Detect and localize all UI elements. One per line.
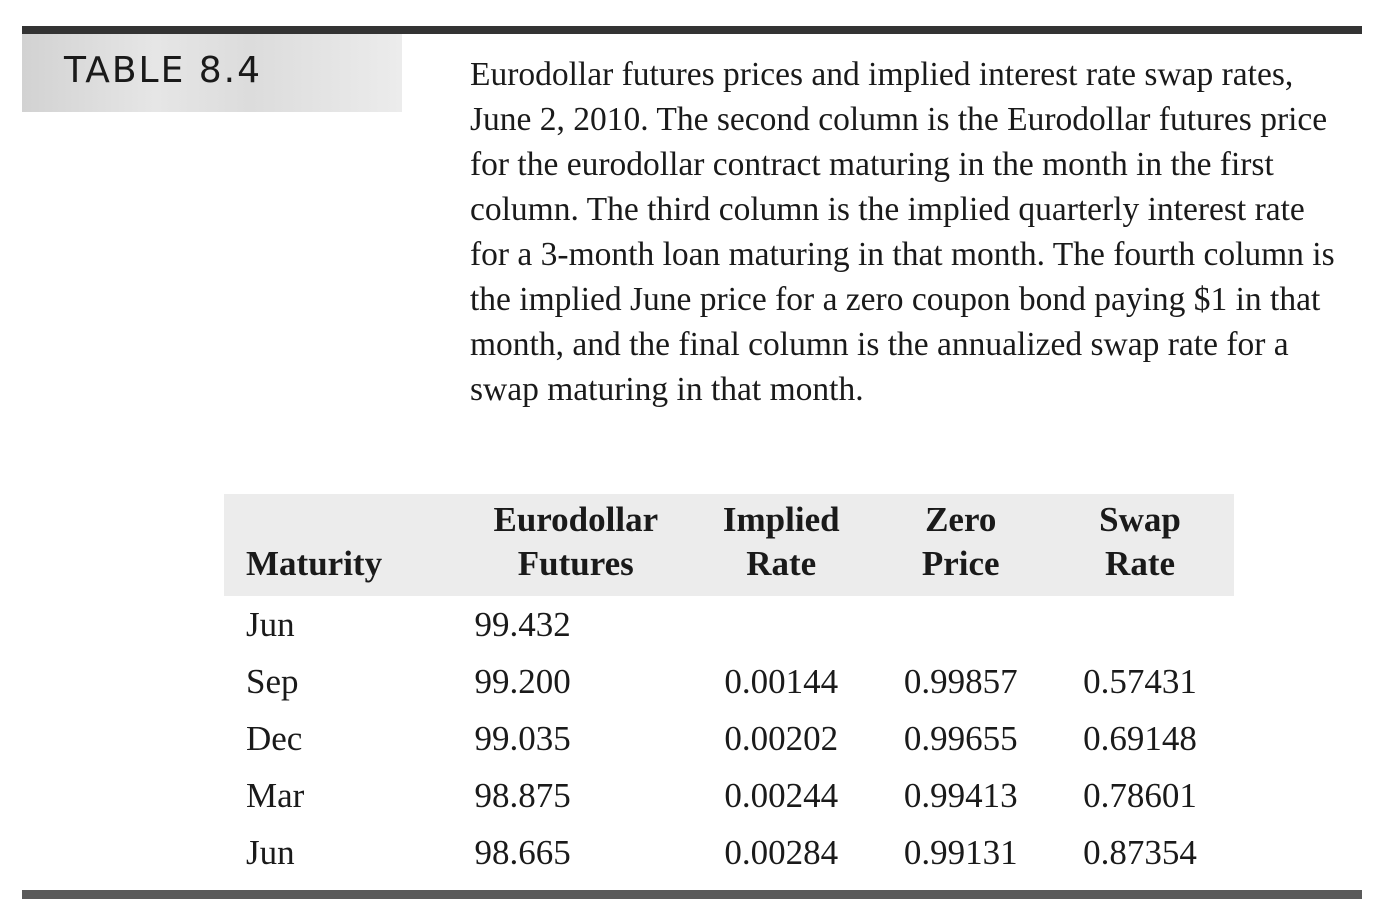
cell-zero-price: 0.99413 [903,776,1018,815]
cell-implied-rate: 0.00202 [724,719,839,758]
bottom-rule [22,890,1362,899]
header-swap-rate: Swap Rate [1099,500,1181,583]
cell-maturity: Jun [246,833,295,872]
cell-swap-rate: 0.57431 [1083,662,1197,701]
cell-futures: 98.665 [474,833,571,872]
cell-zero-price [875,596,1046,653]
cell-maturity: Dec [246,719,303,758]
table-row: Jun 99.432 [224,596,1234,653]
cell-maturity: Mar [246,776,305,815]
table-row: Mar 98.875 0.00244 0.99413 0.78601 [224,767,1234,824]
cell-futures: 99.200 [474,662,571,701]
cell-zero-price: 0.99131 [903,833,1018,872]
cell-zero-price: 0.99655 [903,719,1018,758]
header-maturity: Maturity [246,544,383,583]
header-eurodollar-futures: Eurodollar Futures [493,500,659,583]
cell-swap-rate: 0.69148 [1083,719,1197,758]
header-implied-rate: Implied Rate [722,500,840,583]
cell-futures: 99.432 [474,605,571,644]
header-row: Maturity Eurodollar Futures Implied Rate Z… [224,494,1234,596]
table-row: Jun 98.665 0.00284 0.99131 0.87354 [224,824,1234,881]
table-row: Sep 99.200 0.00144 0.99857 0.57431 [224,653,1234,710]
table-label-box [22,34,402,112]
cell-implied-rate: 0.00244 [724,776,839,815]
cell-zero-price: 0.99857 [903,662,1018,701]
cell-maturity: Sep [246,662,299,701]
table-row: Dec 99.035 0.00202 0.99655 0.69148 [224,710,1234,767]
cell-maturity: Jun [246,605,295,644]
cell-swap-rate: 0.78601 [1083,776,1197,815]
table-caption: Eurodollar futures prices and implied in… [470,56,1335,408]
data-table-wrapper: Maturity Eurodollar Futures Implied Rate Z… [224,494,1234,881]
cell-futures: 99.035 [474,719,571,758]
top-rule [22,26,1362,34]
cell-swap-rate: 0.87354 [1083,833,1197,872]
cell-implied-rate [687,596,875,653]
data-table: Maturity Eurodollar Futures Implied Rate Z… [224,494,1234,881]
cell-futures: 98.875 [474,776,571,815]
header-zero-price: Zero Price [921,500,1000,583]
table-label: TABLE 8.4 [64,50,263,91]
cell-implied-rate: 0.00284 [724,833,839,872]
cell-implied-rate: 0.00144 [724,662,839,701]
cell-swap-rate [1046,596,1234,653]
